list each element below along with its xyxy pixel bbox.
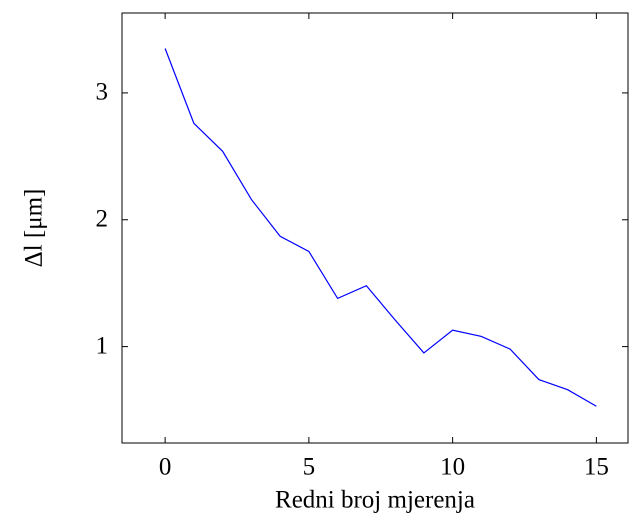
- y-axis-label: Δl [μm]: [21, 189, 48, 268]
- x-tick-label: 5: [303, 454, 316, 481]
- plot-frame: [121, 12, 629, 444]
- y-tick-label: 3: [96, 79, 109, 106]
- y-tick-label: 1: [96, 332, 109, 359]
- y-tick-label: 2: [96, 205, 109, 232]
- data-line: [164, 48, 597, 407]
- x-tick-label: 15: [584, 454, 609, 481]
- x-axis-label: Redni broj mjerenja: [275, 487, 475, 514]
- x-tick-label: 10: [440, 454, 465, 481]
- x-tick-label: 0: [159, 454, 172, 481]
